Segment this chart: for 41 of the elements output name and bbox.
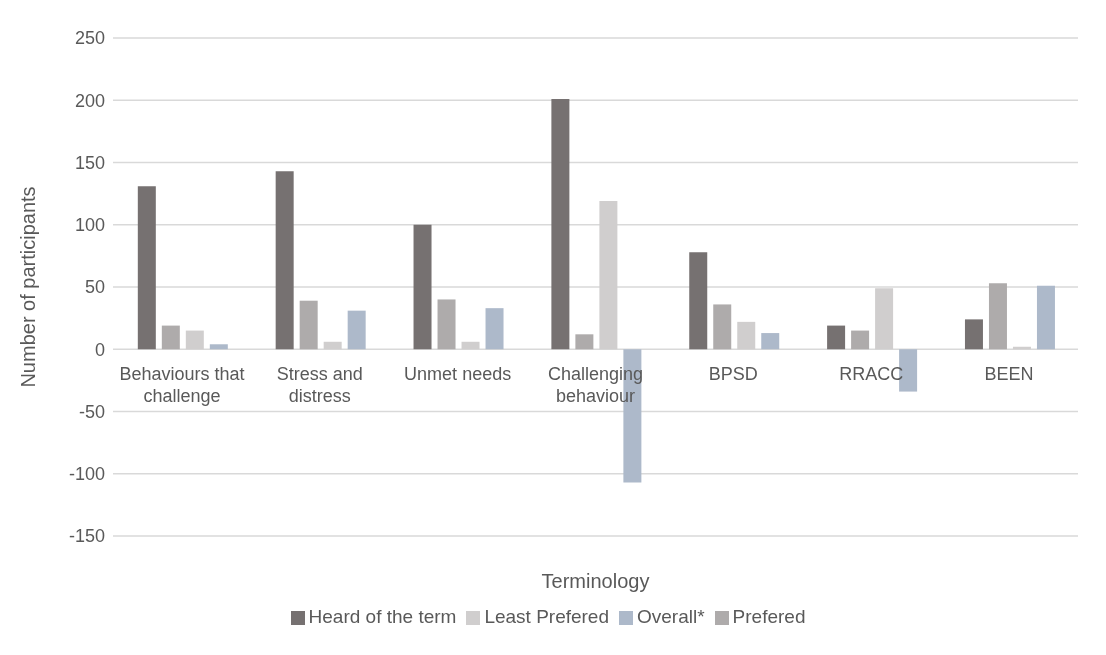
y-tick-label: 200 <box>74 90 105 111</box>
bar <box>161 325 180 350</box>
y-tick-label: -50 <box>78 401 105 422</box>
bar <box>689 252 708 350</box>
y-tick-label: 150 <box>74 152 105 173</box>
y-tick-label: 50 <box>84 277 105 298</box>
bar <box>964 319 983 350</box>
x-axis-title: Terminology <box>541 570 650 592</box>
bar <box>299 300 318 350</box>
y-tick-label: -150 <box>68 526 105 547</box>
y-tick-label: 250 <box>74 28 105 49</box>
y-tick-label: -100 <box>68 464 105 485</box>
x-tick-label: Unmet needs <box>404 364 512 385</box>
x-tick-label: Challenging behaviour <box>547 364 644 407</box>
bar <box>1036 285 1055 350</box>
x-tick-label: BEEN <box>984 364 1034 385</box>
y-tick-label: 0 <box>94 339 105 360</box>
bar <box>713 304 732 350</box>
bar <box>827 325 846 350</box>
bar <box>137 186 156 350</box>
bar <box>761 333 780 350</box>
x-tick-label: Behaviours that challenge <box>119 364 245 407</box>
bar <box>851 330 870 350</box>
bar <box>347 310 366 350</box>
bar <box>485 308 504 350</box>
bar <box>437 299 456 350</box>
legend-label: Least Prefered <box>484 606 610 627</box>
y-axis-title: Number of participants <box>17 186 40 388</box>
x-tick-label: RRACC <box>839 364 904 385</box>
x-tick-label: Stress and distress <box>276 364 363 407</box>
bar <box>413 224 432 350</box>
legend-label: Heard of the term <box>308 606 457 627</box>
y-tick-label: 100 <box>74 215 105 236</box>
bar <box>988 283 1007 350</box>
bar <box>209 344 228 350</box>
bar <box>551 99 570 350</box>
bar <box>275 171 294 350</box>
bar <box>575 334 594 350</box>
legend-label: Overall* <box>637 606 705 627</box>
x-tick-label: BPSD <box>708 364 758 385</box>
legend-label: Prefered <box>732 606 806 627</box>
